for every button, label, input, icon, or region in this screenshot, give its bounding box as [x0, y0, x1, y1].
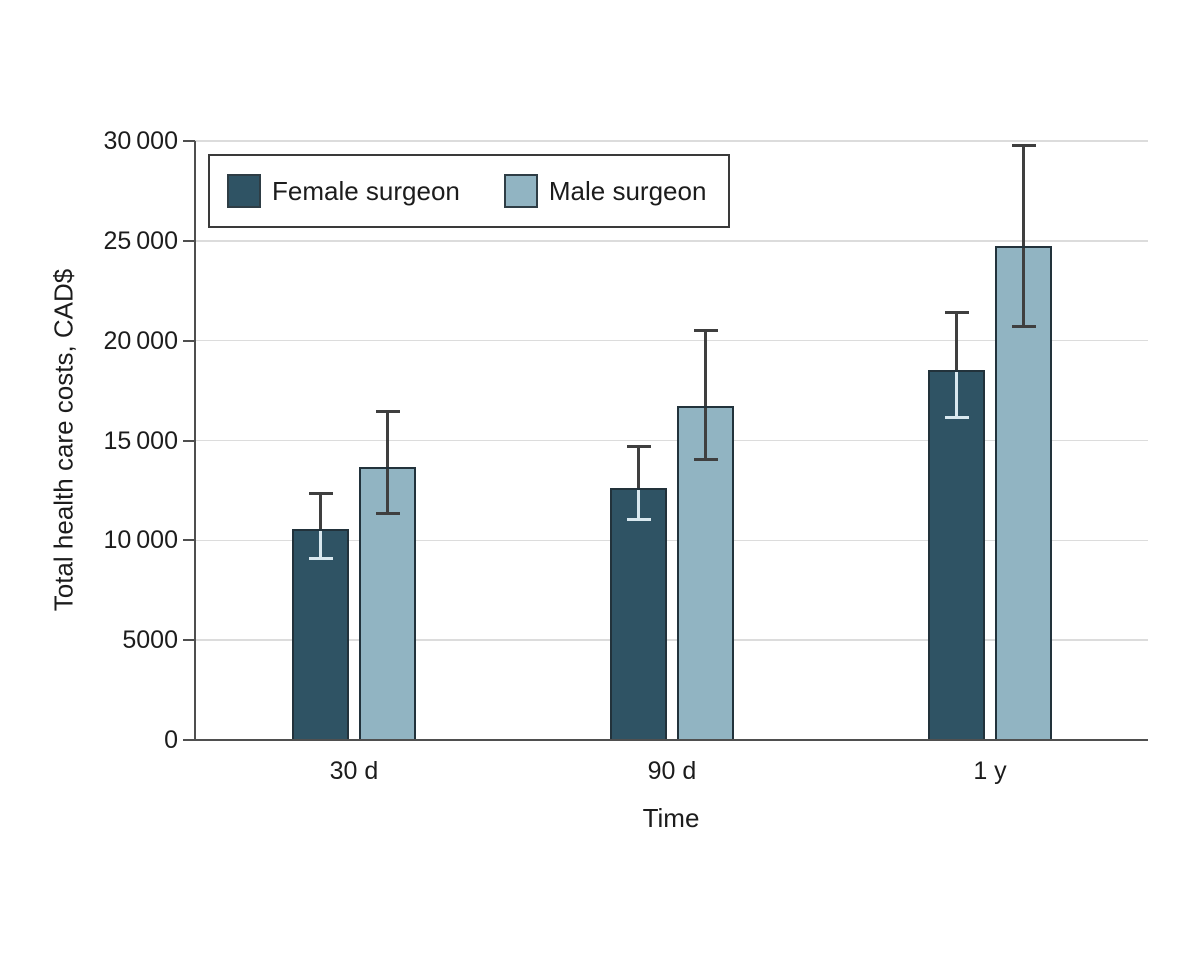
error-stem-upper-1y-s0: [955, 312, 958, 370]
error-cap-bottom-30d-s0: [308, 556, 333, 560]
y-tick-25000: [183, 239, 195, 242]
y-axis-line: [194, 141, 196, 740]
error-cap-top-1y-s1: [1011, 144, 1036, 148]
legend-swatch-male-surgeon: [503, 174, 538, 208]
error-stem-upper-90d-s0: [637, 446, 640, 489]
y-tick-5000: [183, 639, 195, 642]
plot-area: [194, 140, 1148, 741]
legend: Female surgeon Male surgeon: [208, 154, 731, 228]
error-stem-lower-90d-s0: [637, 490, 640, 520]
gridline-20000: [195, 339, 1148, 342]
error-stem-lower-30d-s0: [319, 531, 322, 559]
bar-male-surgeon-30d: [359, 467, 416, 740]
error-cap-top-30d-s1: [375, 410, 400, 414]
x-tick-label-1y: 1 y: [973, 757, 1007, 785]
error-cap-bottom-90d-s1: [693, 457, 718, 461]
gridline-15000: [195, 439, 1148, 442]
bar-male-surgeon-1y: [995, 245, 1052, 740]
legend-item-male-surgeon: Male surgeon: [503, 174, 707, 208]
legend-label-male-surgeon: Male surgeon: [548, 175, 707, 206]
bar-female-surgeon-30d: [292, 529, 349, 740]
error-cap-bottom-90d-s0: [626, 517, 651, 521]
error-cap-top-90d-s0: [626, 444, 651, 448]
error-stem-lower-1y-s0: [955, 371, 958, 418]
error-cap-bottom-1y-s1: [1011, 325, 1036, 329]
error-cap-top-90d-s1: [693, 329, 718, 333]
y-tick-label-20000: 20 000: [103, 326, 178, 355]
y-tick-label-5000: 5000: [122, 626, 178, 655]
y-tick-label-15000: 15 000: [103, 426, 178, 455]
gridline-25000: [195, 240, 1148, 242]
y-tick-20000: [183, 339, 195, 342]
error-cap-top-30d-s0: [308, 491, 333, 495]
x-axis-title: Time: [642, 803, 700, 833]
y-tick-label-10000: 10 000: [103, 526, 178, 555]
y-tick-label-0: 0: [164, 726, 178, 754]
y-tick-30000: [183, 140, 195, 142]
bar-female-surgeon-1y: [928, 369, 985, 740]
error-cap-bottom-1y-s0: [944, 416, 969, 420]
x-tick-label-30d: 30 d: [329, 757, 379, 785]
y-tick-label-25000: 25 000: [103, 226, 178, 255]
error-stem-upper-1y-s1: [1022, 145, 1025, 246]
error-stem-lower-90d-s1: [704, 407, 707, 460]
y-tick-label-30000: 30 000: [103, 127, 178, 155]
error-stem-upper-90d-s1: [704, 330, 707, 406]
x-axis-line: [194, 739, 1148, 741]
error-stem-lower-30d-s1: [386, 469, 389, 514]
error-cap-top-1y-s0: [944, 311, 969, 315]
bar-male-surgeon-90d: [677, 405, 734, 740]
error-cap-bottom-30d-s1: [375, 511, 400, 515]
gridline-30000: [195, 140, 1148, 142]
error-stem-lower-1y-s1: [1022, 247, 1025, 327]
legend-item-female-surgeon: Female surgeon: [227, 174, 460, 208]
gridline-5000: [195, 639, 1148, 641]
bar-female-surgeon-90d: [610, 488, 667, 740]
y-tick-0: [183, 739, 195, 741]
y-tick-10000: [183, 539, 195, 542]
gridline-10000: [195, 539, 1148, 542]
error-stem-upper-30d-s0: [319, 493, 322, 530]
legend-swatch-female-surgeon: [227, 174, 261, 208]
y-tick-15000: [183, 439, 195, 442]
error-stem-upper-30d-s1: [386, 411, 389, 468]
x-tick-label-90d: 90 d: [647, 757, 697, 785]
legend-label-female-surgeon: Female surgeon: [272, 175, 460, 206]
